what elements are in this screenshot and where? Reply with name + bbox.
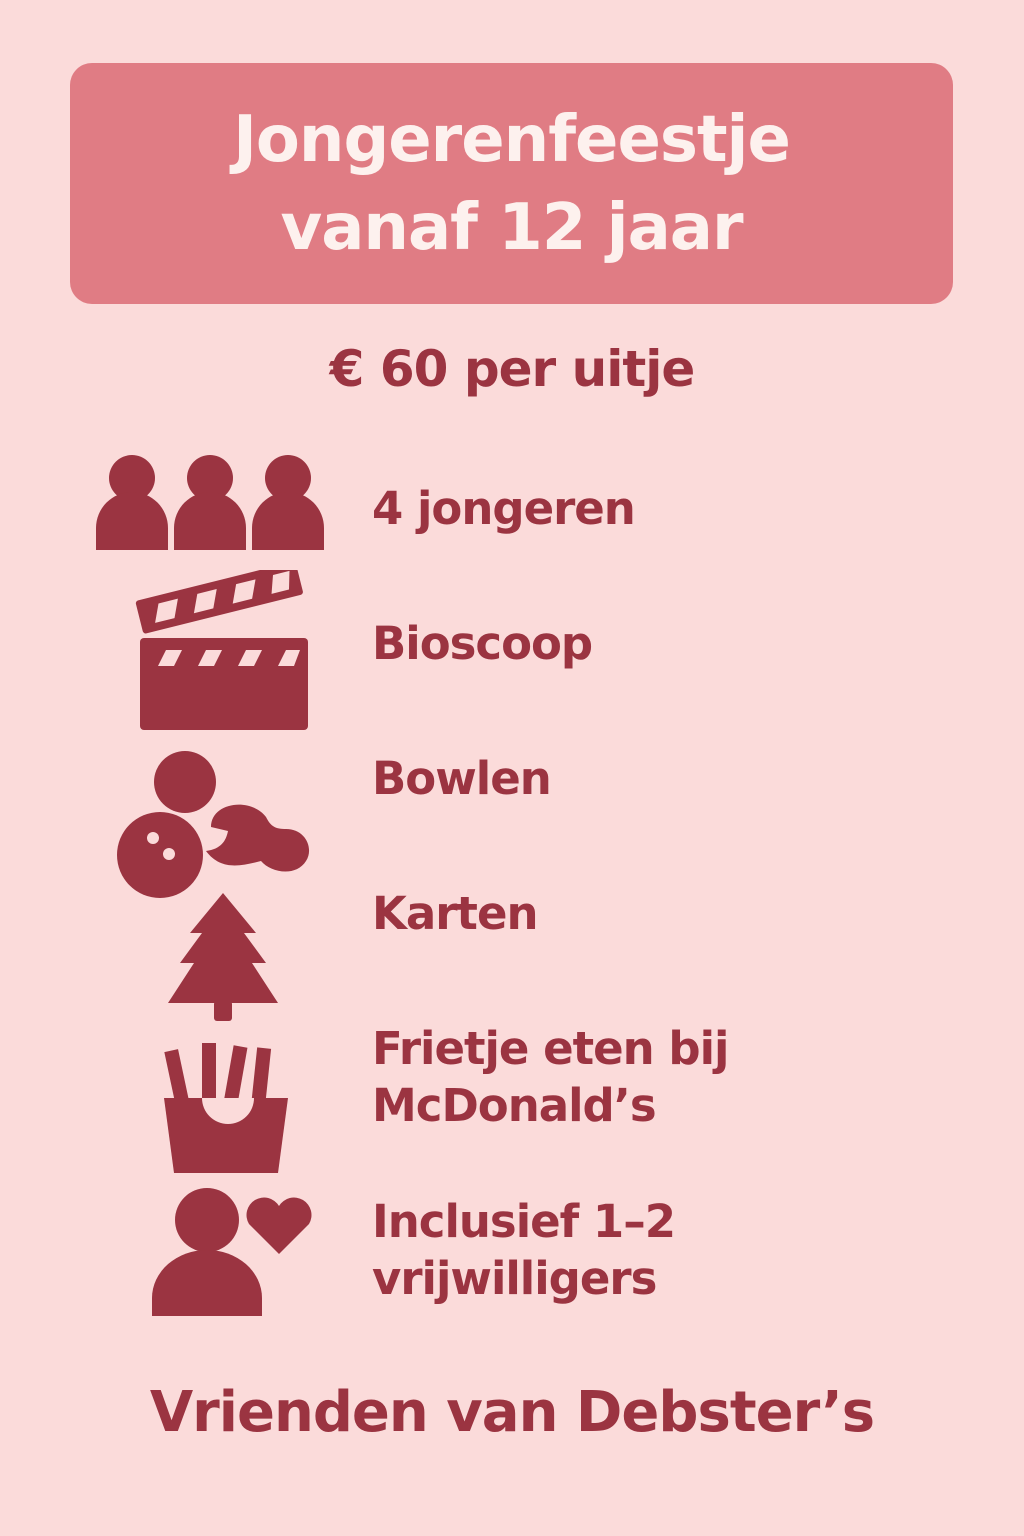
bowling-icon: [117, 751, 310, 898]
group-icon: [96, 455, 324, 550]
price-text: € 60 per uitje: [329, 340, 696, 398]
volunteer-heart-icon: [152, 1188, 312, 1316]
item-label-volunteers: Inclusief 1–2 vrijwilligers: [372, 1193, 676, 1307]
item-label-fries-line-1: Frietje eten bij: [372, 1022, 729, 1075]
item-label-bowling: Bowlen: [372, 752, 552, 805]
item-label-volunteers-line-1: Inclusief 1–2: [372, 1195, 676, 1248]
tree-icon: [168, 893, 278, 1021]
fries-icon: [164, 1043, 288, 1173]
item-label-karting: Karten: [372, 887, 538, 940]
title-line-2: vanaf 12 jaar: [280, 190, 744, 265]
item-label-cinema: Bioscoop: [372, 617, 593, 670]
item-label-fries: Frietje eten bij McDonald’s: [372, 1020, 729, 1134]
item-label-volunteers-line-2: vrijwilligers: [372, 1252, 657, 1305]
clapperboard-icon: [135, 570, 308, 730]
item-label-fries-line-2: McDonald’s: [372, 1079, 657, 1132]
title-line-1: Jongerenfeestje: [233, 102, 791, 177]
item-label-youths: 4 jongeren: [372, 482, 636, 535]
title-banner: Jongerenfeestje vanaf 12 jaar: [70, 63, 953, 304]
footer-organization: Vrienden van Debster’s: [149, 1380, 875, 1445]
